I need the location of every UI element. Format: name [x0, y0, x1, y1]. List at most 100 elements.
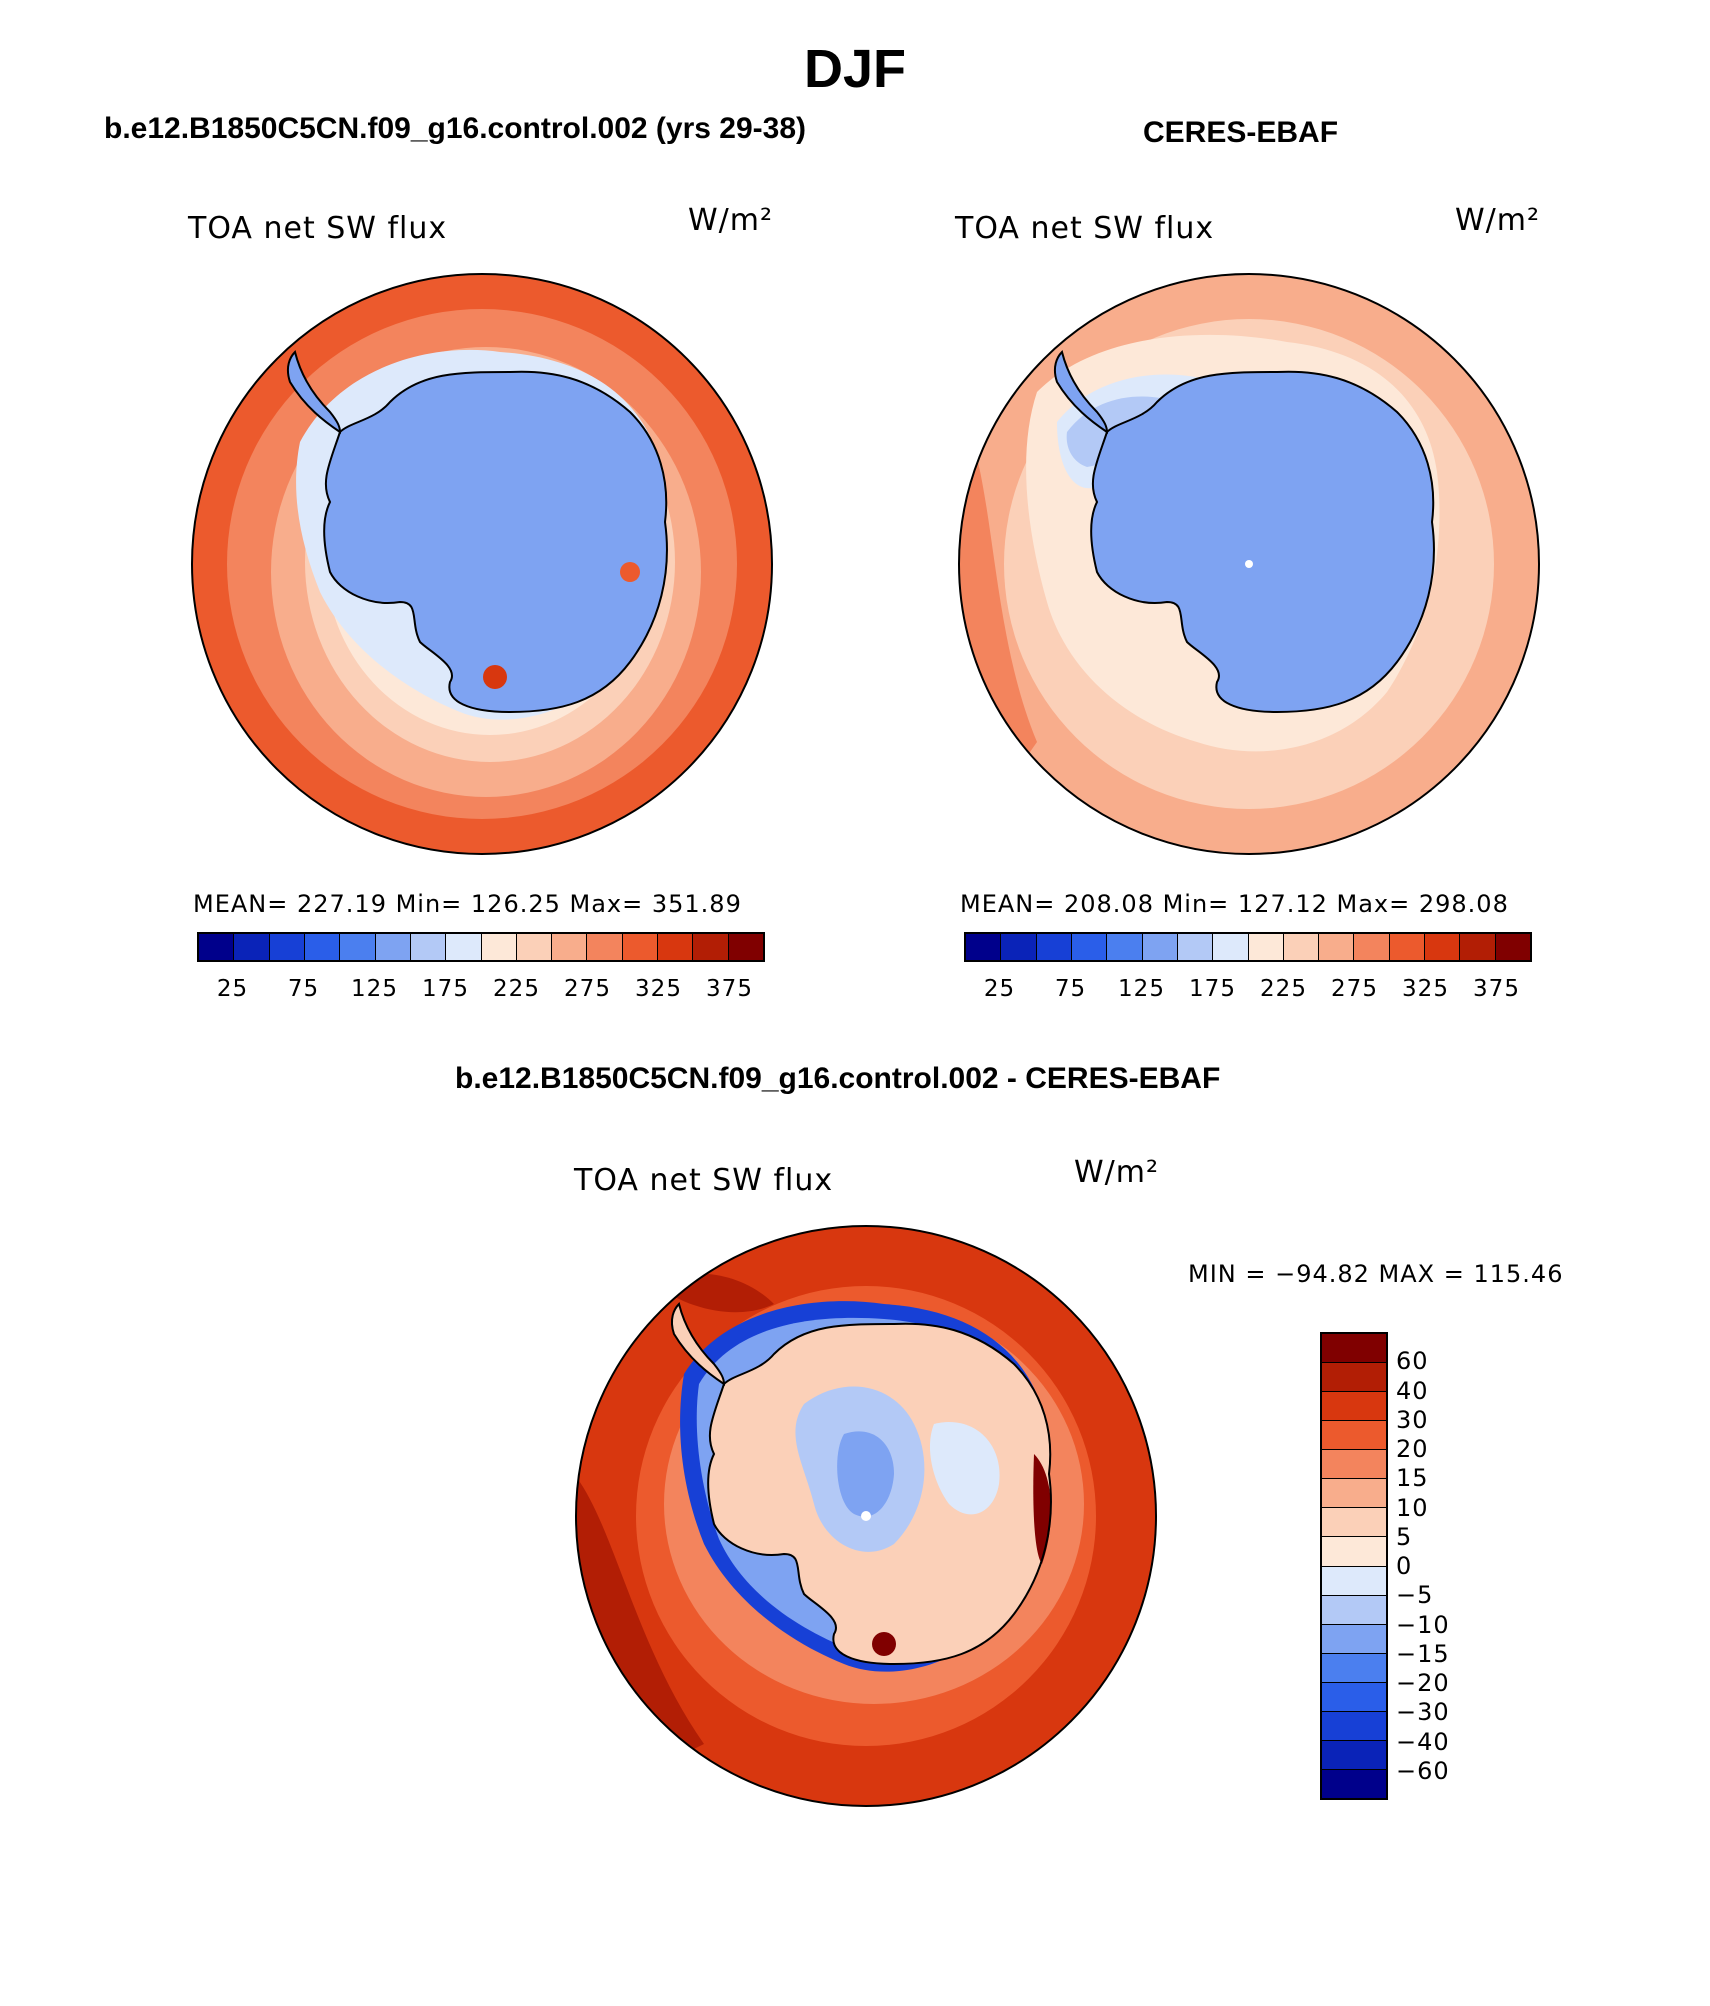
main-title: DJF — [803, 39, 906, 99]
colorbar-swatch — [1389, 934, 1426, 960]
colorbar-tick-label: 75 — [1054, 976, 1087, 1002]
colorbar-tick-label: 375 — [1473, 976, 1520, 1002]
colorbar-tick-label: 25 — [983, 976, 1016, 1002]
colorbar-swatch — [552, 934, 588, 960]
colorbar-swatch — [410, 934, 447, 960]
colorbar-tick-label: −60 — [1396, 1756, 1450, 1785]
colorbar-tick-label: −30 — [1396, 1698, 1450, 1727]
panel1-stats: MEAN= 227.19 Min= 126.25 Max= 351.89 — [193, 890, 742, 918]
colorbar-swatch — [1322, 1740, 1386, 1770]
colorbar-swatch — [375, 934, 411, 960]
colorbar-tick-label: 25 — [216, 976, 249, 1002]
colorbar-swatch — [1322, 1450, 1386, 1480]
colorbar-swatch — [1322, 1711, 1386, 1741]
colorbar-swatch — [966, 934, 1002, 960]
colorbar-swatch — [1107, 934, 1143, 960]
panel3-units: W/m² — [1074, 1155, 1160, 1190]
colorbar-tick-label: 75 — [287, 976, 320, 1002]
colorbar-tick-label: 175 — [422, 976, 469, 1002]
panel3-title: b.e12.B1850C5CN.f09_g16.control.002 - CE… — [455, 1062, 1221, 1095]
colorbar-tick-label: 175 — [1189, 976, 1236, 1002]
colorbar-tick-label: 15 — [1396, 1464, 1429, 1493]
continent-coastline — [707, 1322, 1052, 1666]
panel1-units: W/m² — [688, 203, 774, 238]
colorbar-tick-label: −5 — [1396, 1581, 1434, 1610]
panel2-stats: MEAN= 208.08 Min= 127.12 Max= 298.08 — [960, 890, 1509, 918]
map-band — [483, 665, 507, 689]
colorbar-tick-label: 275 — [564, 976, 611, 1002]
colorbar-swatch — [1495, 934, 1530, 960]
colorbar-swatch — [199, 934, 235, 960]
colorbar-tick-label: 225 — [493, 976, 540, 1002]
colorbar-swatch — [234, 934, 270, 960]
colorbar-swatch — [1354, 934, 1390, 960]
colorbar-tick-label: 30 — [1396, 1405, 1429, 1434]
colorbar-tick-label: 125 — [1118, 976, 1165, 1002]
colorbar-swatch — [1322, 1653, 1386, 1683]
colorbar-tick-label: −15 — [1396, 1639, 1450, 1668]
continent-coastline — [323, 370, 668, 714]
colorbar-swatch — [693, 934, 729, 960]
peninsula — [670, 1302, 726, 1386]
map-band — [620, 562, 640, 582]
colorbar-tick-label: −20 — [1396, 1669, 1450, 1697]
continent-fill — [1091, 371, 1434, 712]
panel3-map — [575, 1225, 1157, 1807]
colorbar-swatch — [1283, 934, 1320, 960]
colorbar-swatch — [1322, 1769, 1386, 1798]
colorbar-swatch — [1322, 1566, 1386, 1596]
colorbar-swatch — [1001, 934, 1037, 960]
colorbar-swatch — [1322, 1334, 1386, 1364]
colorbar-tick-label: 0 — [1396, 1552, 1413, 1580]
colorbar-swatch — [1319, 934, 1355, 960]
peninsula — [1053, 350, 1109, 434]
colorbar-swatch — [1460, 934, 1496, 960]
colorbar-swatch — [1322, 1682, 1386, 1712]
colorbar-tick-label: 20 — [1396, 1435, 1429, 1463]
colorbar-swatch — [1142, 934, 1178, 960]
panel2-map — [958, 273, 1540, 855]
colorbar-swatch — [481, 934, 517, 960]
colorbar-swatch — [1177, 934, 1214, 960]
pole-dot — [1245, 560, 1253, 568]
pole-dot — [861, 1511, 871, 1521]
continent-fill — [324, 371, 667, 712]
map-band — [837, 1431, 894, 1517]
panel1-colorbar — [197, 932, 765, 962]
colorbar-tick-label: 40 — [1396, 1376, 1429, 1405]
colorbar-tick-label: −40 — [1396, 1727, 1450, 1756]
panel1-colorbar-ticks: 25 75 125 175 225 275 325 375 — [197, 976, 765, 1006]
map-band — [872, 1632, 896, 1656]
colorbar-tick-label: 325 — [635, 976, 682, 1002]
colorbar-tick-label: 375 — [706, 976, 753, 1002]
colorbar-swatch — [1322, 1479, 1386, 1509]
colorbar-swatch — [1322, 1508, 1386, 1538]
panel1-variable: TOA net SW flux — [188, 211, 448, 246]
colorbar-swatch — [658, 934, 694, 960]
panel2-units: W/m² — [1455, 203, 1541, 238]
colorbar-tick-label: 60 — [1396, 1347, 1429, 1376]
continent-coastline — [1090, 370, 1435, 714]
colorbar-swatch — [1322, 1421, 1386, 1451]
colorbar-swatch — [1213, 934, 1249, 960]
panel3-variable: TOA net SW flux — [574, 1163, 834, 1198]
colorbar-swatch — [340, 934, 376, 960]
colorbar-swatch — [728, 934, 763, 960]
colorbar-tick-label: 275 — [1331, 976, 1378, 1002]
colorbar-tick-label: −10 — [1396, 1610, 1450, 1639]
colorbar-swatch — [587, 934, 623, 960]
colorbar-swatch — [1322, 1595, 1386, 1625]
panel2-colorbar-ticks: 25 75 125 175 225 275 325 375 — [964, 976, 1532, 1006]
panel2-variable: TOA net SW flux — [955, 211, 1215, 246]
panel2-title: CERES-EBAF — [1143, 116, 1339, 149]
panel1-map — [191, 273, 773, 855]
colorbar-swatch — [1322, 1537, 1386, 1567]
panel3-stats: MIN = −94.82 MAX = 115.46 — [1188, 1260, 1564, 1288]
colorbar-swatch — [269, 934, 305, 960]
colorbar-swatch — [1425, 934, 1461, 960]
colorbar-swatch — [1322, 1392, 1386, 1422]
colorbar-tick-label: 5 — [1396, 1522, 1413, 1551]
colorbar-swatch — [1071, 934, 1108, 960]
panel1-title: b.e12.B1850C5CN.f09_g16.control.002 (yrs… — [104, 112, 807, 145]
colorbar-swatch — [1036, 934, 1072, 960]
